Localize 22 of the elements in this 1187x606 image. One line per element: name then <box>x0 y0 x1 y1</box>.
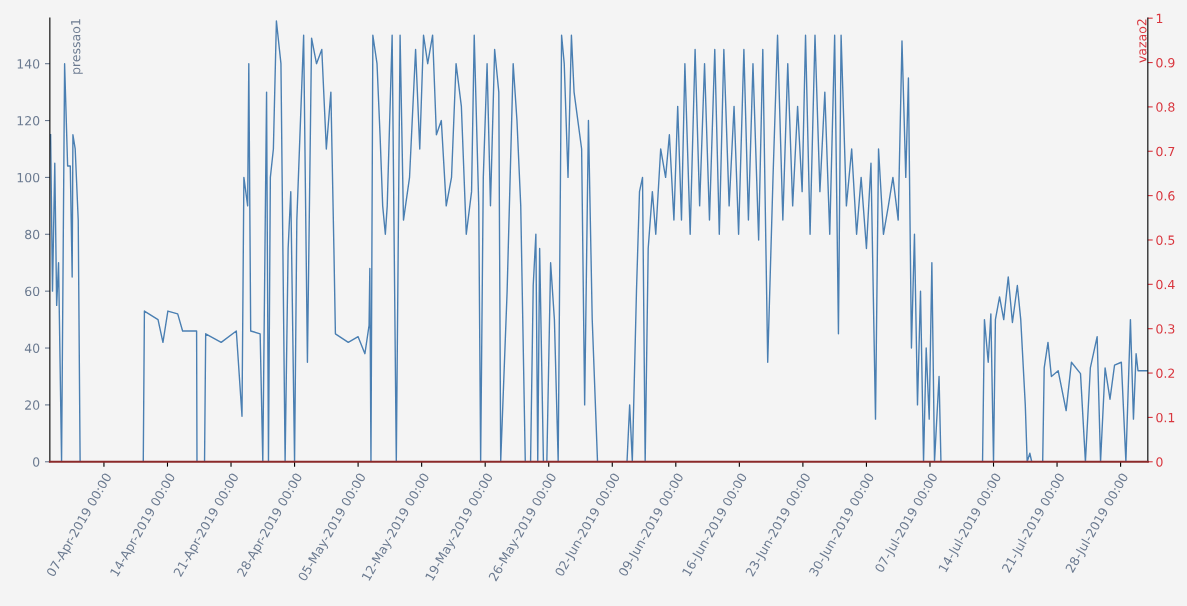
y2-tick-label: 0.9 <box>1156 58 1175 68</box>
y-tick-label: 100 <box>17 172 40 183</box>
y2-tick-label: 0.8 <box>1156 102 1175 112</box>
y-tick-label: 60 <box>25 286 40 297</box>
y2-tick-label: 0.1 <box>1156 412 1175 423</box>
y2-tick-label: 1 <box>1156 13 1163 23</box>
line-series <box>49 20 1148 462</box>
y-tick-label: 120 <box>17 116 40 126</box>
y2-tick-label: 0.6 <box>1156 191 1175 201</box>
y-axis-title: pressao1 <box>71 19 83 74</box>
y2-tick-label: 0 <box>1156 457 1163 467</box>
y2-tick-label: 0.4 <box>1156 279 1175 290</box>
y2-axis-title: vazao2 <box>1137 19 1147 63</box>
y-tick-label: 0 <box>33 457 40 467</box>
y2-tick-label: 0.5 <box>1156 235 1175 245</box>
y-tick-label: 40 <box>24 343 40 353</box>
y-tick-label: 80 <box>25 229 40 240</box>
y-tick-label: 140 <box>17 59 40 69</box>
y-tick-label: 20 <box>25 400 40 410</box>
y2-tick-label: 0.2 <box>1156 368 1175 378</box>
y2-tick-label: 0.7 <box>1156 146 1175 157</box>
y2-tick-label: 0.3 <box>1156 324 1175 334</box>
